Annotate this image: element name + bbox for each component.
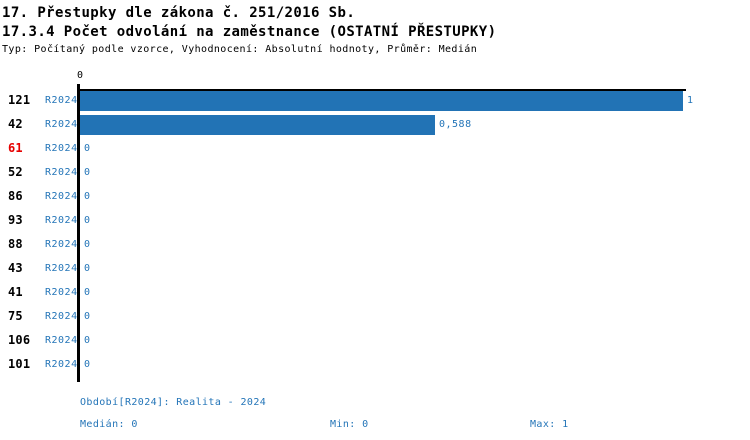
bar-value-label: 0	[84, 287, 91, 298]
row-category-label: 88	[8, 237, 23, 251]
row-category-label: 101	[8, 357, 31, 371]
bar-value-label: 0	[84, 311, 91, 322]
period-legend: Období[R2024]: Realita - 2024	[80, 397, 267, 408]
row-series-label: R2024	[45, 263, 78, 274]
row-series-label: R2024	[45, 167, 78, 178]
min-stat: Min: 0	[330, 419, 369, 430]
row-category-label: 75	[8, 309, 23, 323]
row-category-label: 42	[8, 117, 23, 131]
row-series-label: R2024	[45, 287, 78, 298]
chart-meta-line: Typ: Počítaný podle vzorce, Vyhodnocení:…	[2, 44, 478, 55]
bar-value-label: 0	[84, 335, 91, 346]
row-series-label: R2024	[45, 335, 78, 346]
row-category-label: 52	[8, 165, 23, 179]
row-category-label: 86	[8, 189, 23, 203]
y-axis-line	[77, 84, 80, 382]
row-category-label: 41	[8, 285, 23, 299]
max-stat: Max: 1	[530, 419, 569, 430]
row-series-label: R2024	[45, 215, 78, 226]
row-category-label: 43	[8, 261, 23, 275]
bar-value-label: 0	[84, 215, 91, 226]
row-series-label: R2024	[45, 143, 78, 154]
row-category-label: 121	[8, 93, 31, 107]
row-category-label: 93	[8, 213, 23, 227]
bar-value-label: 0	[84, 239, 91, 250]
row-category-label: 61	[8, 141, 23, 155]
chart-title: 17.3.4 Počet odvolání na zaměstnance (OS…	[2, 24, 497, 40]
row-series-label: R2024	[45, 191, 78, 202]
row-series-label: R2024	[45, 119, 78, 130]
bar-value-label: 0	[84, 143, 91, 154]
row-series-label: R2024	[45, 359, 78, 370]
row-series-label: R2024	[45, 239, 78, 250]
bar	[80, 91, 683, 111]
bar-value-label: 0	[84, 167, 91, 178]
row-series-label: R2024	[45, 311, 78, 322]
row-category-label: 106	[8, 333, 31, 347]
bar	[80, 115, 435, 135]
row-series-label: R2024	[45, 95, 78, 106]
bar-value-label: 1	[687, 95, 694, 106]
bar-value-label: 0,588	[439, 119, 472, 130]
median-stat: Medián: 0	[80, 419, 138, 430]
x-axis-tick-label: 0	[76, 70, 84, 81]
x-axis-line	[77, 89, 686, 91]
bar-value-label: 0	[84, 359, 91, 370]
bar-value-label: 0	[84, 263, 91, 274]
page-title: 17. Přestupky dle zákona č. 251/2016 Sb.	[2, 5, 356, 21]
bar-value-label: 0	[84, 191, 91, 202]
